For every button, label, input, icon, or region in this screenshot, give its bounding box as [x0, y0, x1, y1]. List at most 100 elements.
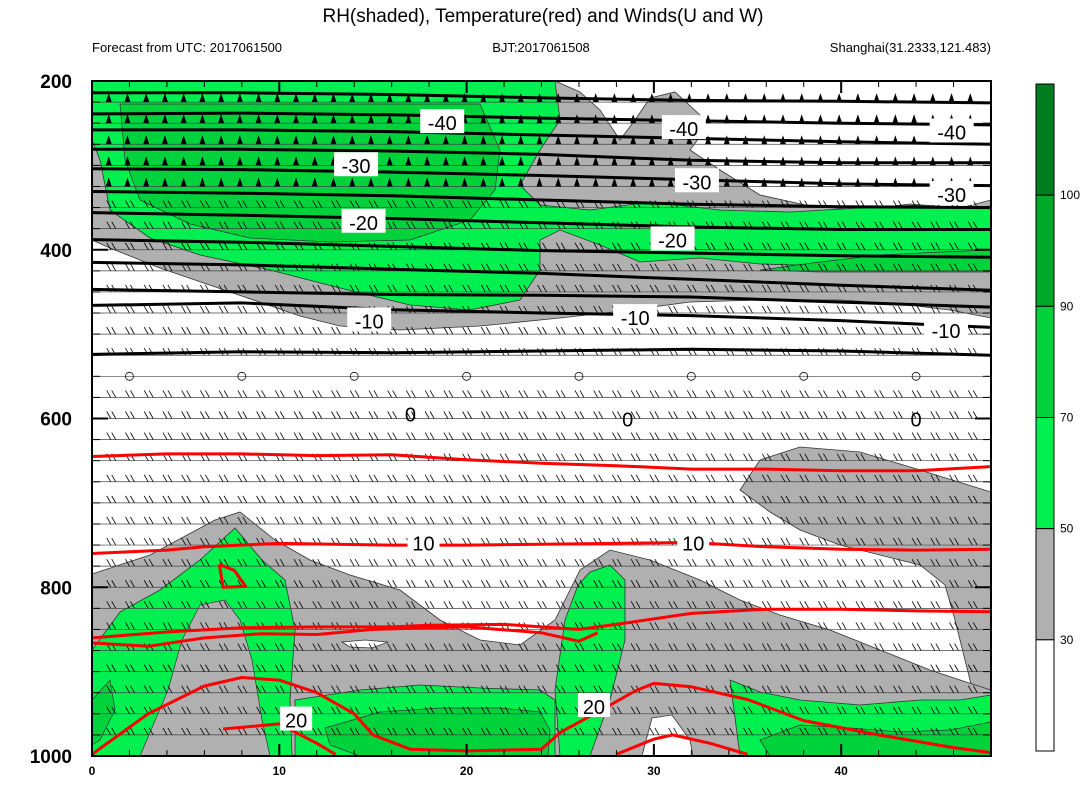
x-tick-label: 0 — [89, 764, 96, 778]
colorbar-swatch — [1035, 528, 1055, 641]
svg-text:20: 20 — [285, 711, 307, 733]
colorbar-label: 30 — [1060, 633, 1074, 647]
temperature-contour-label: -40 — [661, 115, 706, 141]
svg-text:-10: -10 — [621, 308, 650, 330]
wind-barb-row — [92, 326, 991, 335]
left-subtitle: Forecast from UTC: 2017061500 — [92, 40, 282, 55]
temperature-contour-label: 0 — [405, 404, 416, 426]
colorbar-swatch — [1035, 194, 1055, 307]
rh-white-pocket — [340, 639, 389, 649]
colorbar-label: 90 — [1060, 299, 1074, 313]
temperature-contour-label: -20 — [650, 226, 695, 252]
wind-barb-row — [92, 390, 991, 398]
wind-barb-row — [92, 371, 991, 381]
temperature-contour-line — [92, 676, 991, 756]
svg-text:-30: -30 — [342, 156, 371, 178]
temperature-contour-label: 10 — [407, 529, 440, 555]
rh-colorbar: 100 90 70 50 30 — [1035, 83, 1080, 752]
svg-text:-10: -10 — [932, 321, 961, 343]
svg-text:-10: -10 — [355, 311, 384, 333]
temperature-contour-label: -10 — [924, 316, 969, 343]
temperature-contour-line — [92, 347, 991, 357]
temperature-contour-label: 10 — [677, 529, 710, 555]
wind-barb-row — [92, 474, 991, 483]
temperature-contour-line — [92, 190, 991, 210]
colorbar-label: 100 — [1060, 188, 1080, 202]
svg-text:-20: -20 — [349, 213, 378, 235]
y-tick-label: 400 — [40, 241, 72, 262]
y-tick-label: 800 — [40, 578, 72, 599]
temperature-contours — [92, 91, 991, 756]
temperature-contour-label: -40 — [929, 118, 974, 144]
temperature-contour-label: 20 — [280, 706, 313, 733]
temperature-contour-line — [92, 211, 991, 231]
y-tick-label: 200 — [40, 72, 72, 93]
x-tick-label: 30 — [647, 764, 661, 778]
wind-barb-row — [92, 685, 991, 694]
wind-barb-row — [92, 558, 991, 567]
temperature-contour-line — [615, 733, 748, 756]
temperature-contour-label: 20 — [577, 693, 610, 719]
wind-barb-row — [92, 432, 991, 440]
temperature-contour-label: -20 — [341, 208, 386, 235]
temperature-contour-label: -40 — [420, 109, 465, 135]
temperature-contour-label: -30 — [334, 152, 379, 178]
colorbar-swatch — [1035, 305, 1055, 419]
temperature-contour-line — [92, 238, 991, 259]
temperature-contour-line — [217, 563, 248, 589]
wind-barb-row — [92, 727, 991, 736]
temperature-contour-label: -30 — [674, 168, 719, 194]
wind-barb-row — [92, 411, 991, 419]
temperature-contour-label: 0 — [911, 409, 922, 431]
rh-70-90-region-lower-right — [759, 721, 991, 756]
temperature-contour-line — [92, 91, 991, 105]
rh-30-50-region-mid — [739, 446, 991, 721]
wind-barb-row — [92, 643, 991, 651]
center-subtitle: BJT:2017061508 — [492, 40, 590, 55]
svg-text:20: 20 — [583, 697, 605, 719]
svg-text:10: 10 — [412, 533, 434, 555]
colorbar-label: 70 — [1060, 411, 1074, 425]
svg-text:0: 0 — [622, 409, 633, 431]
x-tick-label: 40 — [834, 764, 848, 778]
svg-text:0: 0 — [405, 404, 416, 426]
temperature-contour-label: -10 — [347, 307, 392, 333]
x-tick-label: 20 — [460, 764, 474, 778]
temperature-contour-line — [92, 111, 991, 127]
temperature-contour-labels: -40 -40 -40 -30 -30 -30 -20 -20 -10 -10 -10 0 0 0 10 10… — [280, 109, 974, 733]
temperature-contour-line — [92, 301, 991, 329]
temperature-contour-line — [92, 287, 991, 309]
right-subtitle: Shanghai(31.2333,121.483) — [830, 40, 991, 55]
colorbar-swatch — [1035, 639, 1055, 752]
svg-text:-20: -20 — [658, 230, 687, 252]
temperature-contour-line — [92, 260, 991, 292]
rh-70-90-region-lower-leftcorner — [92, 679, 116, 746]
svg-text:10: 10 — [682, 533, 704, 555]
temperature-contour-line — [92, 607, 991, 640]
colorbar-swatch — [1035, 83, 1055, 196]
svg-text:-40: -40 — [669, 119, 698, 141]
svg-text:-30: -30 — [937, 185, 966, 207]
svg-text:0: 0 — [911, 409, 922, 431]
y-tick-label: 1000 — [30, 747, 72, 768]
temperature-contour-label: 0 — [622, 409, 633, 431]
colorbar-swatch — [1035, 417, 1055, 530]
wind-barb-row — [92, 706, 991, 715]
rh-50-70-region-lower-mid — [554, 564, 626, 756]
wind-barb-row — [92, 495, 991, 504]
temperature-contour-label: -30 — [929, 180, 974, 207]
svg-text:-30: -30 — [682, 172, 711, 194]
x-tick-label: 10 — [273, 764, 287, 778]
temperature-contour-line — [92, 452, 991, 473]
colorbar-label: 50 — [1060, 522, 1074, 536]
y-tick-label: 600 — [40, 410, 72, 431]
x-axis: 0 10 20 30 40 — [89, 81, 992, 778]
chart-title: RH(shaded), Temperature(red) and Winds(U… — [322, 6, 763, 27]
svg-text:-40: -40 — [937, 122, 966, 144]
temperature-contour-line — [92, 147, 991, 165]
rh-70-90-region-lower-center — [324, 707, 551, 756]
temperature-contour-line — [92, 167, 991, 188]
temperature-contour-line — [92, 128, 991, 146]
temperature-contour-line — [222, 722, 337, 756]
